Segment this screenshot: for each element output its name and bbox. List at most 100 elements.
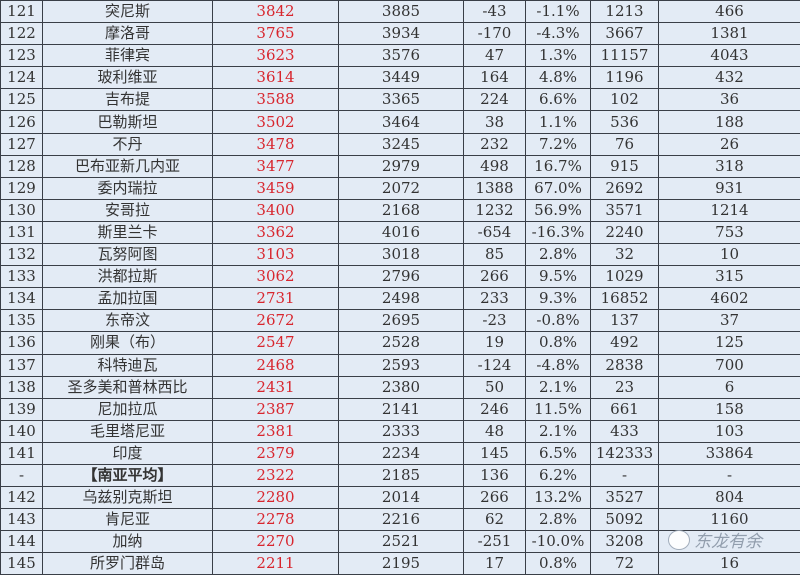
value-cell: 2731 — [212, 287, 339, 311]
sub-total-cell: 16 — [658, 552, 800, 575]
rank-cell: 124 — [0, 66, 43, 90]
country-cell: 加纳 — [42, 530, 213, 554]
country-cell: 所罗门群岛 — [42, 552, 213, 575]
rank-cell: 136 — [0, 331, 43, 355]
country-cell: 巴勒斯坦 — [42, 110, 213, 134]
total-cell: 2692 — [590, 176, 659, 200]
total-cell: 3208 — [590, 530, 659, 554]
value-cell: 3478 — [212, 132, 339, 156]
country-cell: 玻利维亚 — [42, 66, 213, 90]
rank-cell: 128 — [0, 154, 43, 178]
previous-value-cell: 2168 — [338, 198, 464, 222]
total-cell: 102 — [590, 88, 659, 112]
change-cell: 1388 — [463, 176, 526, 200]
previous-value-cell: 3245 — [338, 132, 464, 156]
change-percent-cell: -10.0% — [525, 530, 591, 554]
table-row: 127 不丹 3478 3245 232 7.2% 76 26 — [0, 132, 800, 156]
country-cell: 科特迪瓦 — [42, 353, 213, 377]
country-cell: 不丹 — [42, 132, 213, 156]
sub-total-cell: 158 — [658, 397, 800, 421]
sub-total-cell: 1381 — [658, 22, 800, 46]
sub-total-cell: 4043 — [658, 44, 800, 68]
sub-total-cell: 753 — [658, 220, 800, 245]
value-cell: 3400 — [212, 198, 339, 222]
value-cell: 3477 — [212, 154, 339, 178]
watermark-text: 东龙有余 — [694, 532, 762, 552]
change-cell: 246 — [463, 397, 526, 421]
sub-total-cell: 466 — [658, 0, 800, 24]
previous-value-cell: 2380 — [338, 375, 464, 399]
total-cell: 32 — [590, 243, 659, 267]
rank-cell: 126 — [0, 110, 43, 134]
country-cell: 尼加拉瓜 — [42, 397, 213, 421]
table-row: 135 东帝汶 2672 2695 -23 -0.8% 137 37 — [0, 309, 800, 333]
previous-value-cell: 3464 — [338, 110, 464, 134]
value-cell: 2431 — [212, 375, 339, 399]
table-row: 125 吉布提 3588 3365 224 6.6% 102 36 — [0, 88, 800, 112]
table-row: 126 巴勒斯坦 3502 3464 38 1.1% 536 188 — [0, 110, 800, 134]
value-cell: 3502 — [212, 110, 339, 134]
change-percent-cell: 13.2% — [525, 486, 591, 510]
rank-cell: - — [0, 463, 43, 488]
country-cell: 毛里塔尼亚 — [42, 419, 213, 443]
country-cell: 圣多美和普林西比 — [42, 375, 213, 399]
change-cell: -170 — [463, 22, 526, 46]
value-cell: 3062 — [212, 265, 339, 289]
total-cell: 142333 — [590, 441, 659, 465]
sub-total-cell: 10 — [658, 243, 800, 267]
change-cell: 224 — [463, 88, 526, 112]
sub-total-cell: 188 — [658, 110, 800, 134]
rank-cell: 123 — [0, 44, 43, 68]
wechat-logo-icon — [668, 529, 690, 550]
change-cell: -124 — [463, 353, 526, 377]
previous-value-cell: 2234 — [338, 441, 464, 465]
table-row: 142 乌兹别克斯坦 2280 2014 266 13.2% 3527 804 — [0, 486, 800, 510]
change-percent-cell: 6.2% — [525, 463, 591, 488]
total-cell: 661 — [590, 397, 659, 421]
rank-cell: 133 — [0, 265, 43, 289]
sub-total-cell: 804 — [658, 486, 800, 510]
change-cell: 232 — [463, 132, 526, 156]
sub-total-cell: 4602 — [658, 287, 800, 311]
country-cell: 洪都拉斯 — [42, 265, 213, 289]
country-cell: 安哥拉 — [42, 198, 213, 222]
sub-total-cell: 1214 — [658, 198, 800, 222]
total-cell: 1196 — [590, 66, 659, 90]
table-row: 140 毛里塔尼亚 2381 2333 48 2.1% 433 103 — [0, 419, 800, 443]
value-cell: 3362 — [212, 220, 339, 245]
total-cell: 16852 — [590, 287, 659, 311]
change-percent-cell: 11.5% — [525, 397, 591, 421]
rank-cell: 139 — [0, 397, 43, 421]
previous-value-cell: 3449 — [338, 66, 464, 90]
previous-value-cell: 3018 — [338, 243, 464, 267]
previous-value-cell: 2528 — [338, 331, 464, 355]
total-cell: 137 — [590, 309, 659, 333]
rank-cell: 134 — [0, 287, 43, 311]
total-cell: 1029 — [590, 265, 659, 289]
total-cell: 76 — [590, 132, 659, 156]
value-cell: 2211 — [212, 552, 339, 575]
rank-cell: 121 — [0, 0, 43, 24]
rank-cell: 132 — [0, 243, 43, 267]
change-cell: -43 — [463, 0, 526, 24]
value-cell: 2547 — [212, 331, 339, 355]
country-cell: 刚果（布） — [42, 331, 213, 355]
previous-value-cell: 2593 — [338, 353, 464, 377]
sub-total-cell: 700 — [658, 353, 800, 377]
table-row: 136 刚果（布） 2547 2528 19 0.8% 492 125 — [0, 331, 800, 355]
table-row: 137 科特迪瓦 2468 2593 -124 -4.8% 2838 700 — [0, 353, 800, 377]
change-cell: -23 — [463, 309, 526, 333]
change-cell: 62 — [463, 508, 526, 532]
country-cell: 东帝汶 — [42, 309, 213, 333]
value-cell: 2278 — [212, 508, 339, 532]
previous-value-cell: 4016 — [338, 220, 464, 245]
sub-total-cell: 33864 — [658, 441, 800, 465]
total-cell: 5092 — [590, 508, 659, 532]
total-cell: 433 — [590, 419, 659, 443]
change-cell: 136 — [463, 463, 526, 488]
change-percent-cell: 9.5% — [525, 265, 591, 289]
country-cell: 突尼斯 — [42, 0, 213, 24]
value-cell: 2387 — [212, 397, 339, 421]
rank-cell: 143 — [0, 508, 43, 532]
